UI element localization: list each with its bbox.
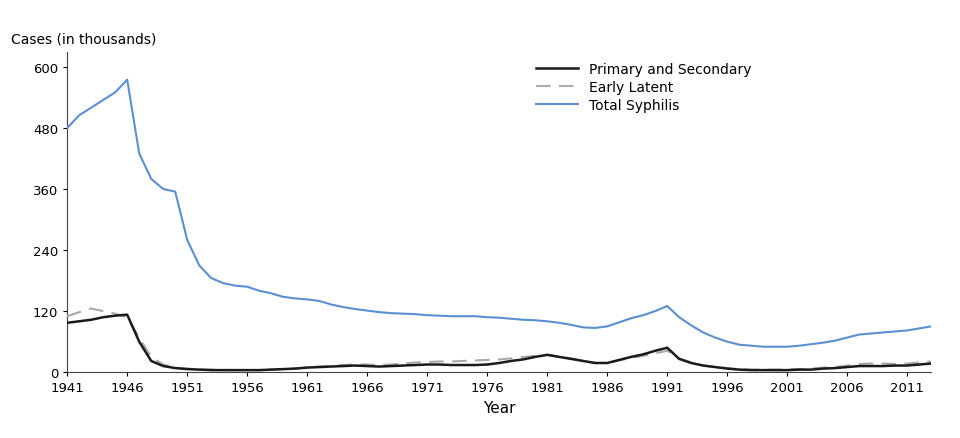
Primary and Secondary (805, 367, 817, 372)
Total Syphilis (122, 78, 133, 83)
Total Syphilis (266, 291, 277, 296)
Primary and Secondary (829, 366, 841, 371)
Total Syphilis (925, 324, 937, 329)
Early Latent (85, 306, 97, 311)
Primary and Secondary (866, 364, 877, 369)
Text: Cases (in thousands): Cases (in thousands) (12, 32, 156, 46)
Legend: Primary and Secondary, Early Latent, Total Syphilis: Primary and Secondary, Early Latent, Tot… (537, 63, 752, 113)
Total Syphilis (829, 338, 841, 343)
Primary and Secondary (122, 312, 133, 318)
Total Syphilis (61, 126, 73, 131)
Line: Total Syphilis: Total Syphilis (67, 81, 931, 347)
Early Latent (829, 364, 841, 370)
Total Syphilis (805, 342, 817, 347)
Early Latent (218, 367, 229, 373)
X-axis label: Year: Year (483, 400, 516, 415)
Total Syphilis (362, 308, 373, 314)
Early Latent (373, 363, 385, 368)
Primary and Secondary (517, 357, 529, 362)
Early Latent (517, 354, 529, 360)
Primary and Secondary (373, 364, 385, 369)
Line: Primary and Secondary: Primary and Secondary (67, 315, 931, 370)
Early Latent (866, 361, 877, 366)
Early Latent (805, 366, 817, 371)
Early Latent (277, 367, 289, 372)
Primary and Secondary (925, 361, 937, 366)
Total Syphilis (866, 331, 877, 336)
Early Latent (925, 359, 937, 364)
Primary and Secondary (61, 321, 73, 326)
Line: Early Latent: Early Latent (67, 309, 931, 370)
Total Syphilis (506, 316, 517, 321)
Primary and Secondary (205, 367, 217, 373)
Total Syphilis (757, 344, 769, 350)
Early Latent (61, 314, 73, 319)
Primary and Secondary (277, 367, 289, 372)
